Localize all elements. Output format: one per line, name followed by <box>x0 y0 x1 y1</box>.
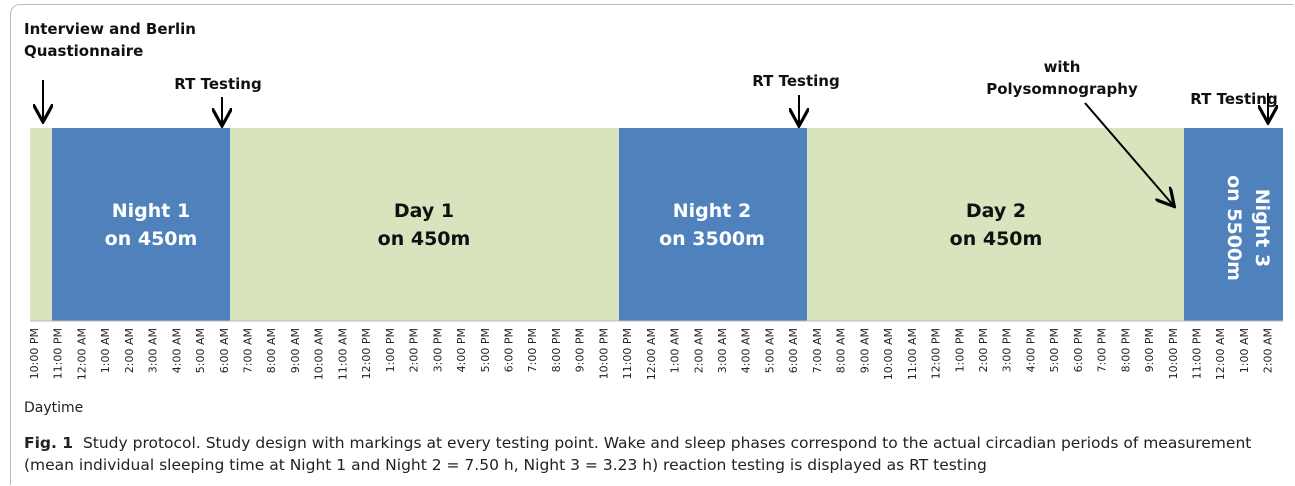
time-label: 7:00 PM <box>1096 328 1109 372</box>
figure-frame <box>10 4 1294 485</box>
annotation: RT Testing <box>752 72 839 90</box>
time-label: 10:00 PM <box>28 328 41 379</box>
annotation: Interview and Berlin <box>24 20 196 38</box>
phase-label: Day 1 <box>394 200 454 222</box>
time-label: 11:00 PM <box>52 328 65 379</box>
time-label: 7:00 PM <box>526 328 539 372</box>
phase <box>52 128 230 321</box>
time-label: 10:00 AM <box>882 328 895 380</box>
time-label: 8:00 AM <box>835 328 848 373</box>
time-label: 5:00 AM <box>763 328 776 373</box>
caption: Fig. 1 Study protocol. Study design with… <box>24 432 1274 476</box>
time-label: 10:00 AM <box>313 328 326 380</box>
time-label: 6:00 PM <box>502 328 515 372</box>
time-label: 10:00 PM <box>597 328 610 379</box>
time-label: 1:00 AM <box>99 328 112 373</box>
time-label: 9:00 PM <box>1143 328 1156 372</box>
time-label: 9:00 PM <box>574 328 587 372</box>
time-label: 11:00 AM <box>906 328 919 380</box>
time-label: 3:00 PM <box>431 328 444 372</box>
time-label: 2:00 PM <box>408 328 421 372</box>
phase-label: on 450m <box>950 228 1043 250</box>
phase <box>619 128 807 321</box>
time-label: 3:00 AM <box>147 328 160 373</box>
time-label: 2:00 PM <box>977 328 990 372</box>
time-label: 5:00 AM <box>194 328 207 373</box>
caption-text: Study protocol. Study design with markin… <box>24 434 1252 474</box>
arrow <box>1084 102 1173 205</box>
time-label: 1:00 AM <box>1238 328 1251 373</box>
time-label: 7:00 AM <box>811 328 824 373</box>
annotation: Quastionnaire <box>24 42 143 60</box>
time-label: 11:00 PM <box>1191 328 1204 379</box>
time-axis: 10:00 PM 11:00 PM 12:00 AM 1:00 AM 2:00 AM 3:… <box>28 328 1275 380</box>
annotation: RT Testing <box>1190 90 1277 108</box>
time-label: 5:00 PM <box>479 328 492 372</box>
phase-label: Night 1 <box>112 200 190 222</box>
phase <box>807 128 1184 321</box>
phase-label: Night 3 <box>1251 189 1273 267</box>
time-label: 2:00 AM <box>123 328 136 373</box>
time-label: 12:00 PM <box>360 328 373 379</box>
time-label: 8:00 PM <box>550 328 563 372</box>
caption-label: Fig. 1 <box>24 434 74 452</box>
time-label: 1:00 PM <box>384 328 397 372</box>
time-label: 12:00 AM <box>645 328 658 380</box>
annotation: Polysomnography <box>986 80 1138 98</box>
time-label: 6:00 PM <box>1072 328 1085 372</box>
phase <box>30 128 52 321</box>
phase-label: Night 2 <box>673 200 751 222</box>
phase-label: Day 2 <box>966 200 1026 222</box>
time-label: 7:00 AM <box>242 328 255 373</box>
phase-label: on 450m <box>105 228 198 250</box>
time-label: 5:00 PM <box>1048 328 1061 372</box>
time-label: 2:00 AM <box>1262 328 1275 373</box>
time-label: 4:00 AM <box>740 328 753 373</box>
time-label: 8:00 AM <box>265 328 278 373</box>
time-label: 11:00 PM <box>621 328 634 379</box>
phase-label: on 5500m <box>1223 175 1245 281</box>
phase <box>1184 128 1283 321</box>
time-label: 3:00 PM <box>1001 328 1014 372</box>
time-label: 1:00 PM <box>953 328 966 372</box>
annotation: RT Testing <box>174 75 261 93</box>
time-label: 12:00 AM <box>75 328 88 380</box>
annotation: with <box>1044 58 1081 76</box>
time-label: 6:00 AM <box>787 328 800 373</box>
time-label: 4:00 PM <box>1024 328 1037 372</box>
time-label: 9:00 AM <box>858 328 871 373</box>
time-label: 1:00 AM <box>669 328 682 373</box>
time-label: 9:00 AM <box>289 328 302 373</box>
time-label: 3:00 AM <box>716 328 729 373</box>
time-label: 12:00 AM <box>1214 328 1227 380</box>
time-label: 2:00 AM <box>692 328 705 373</box>
time-label: 10:00 PM <box>1167 328 1180 379</box>
time-label: 12:00 PM <box>930 328 943 379</box>
phase <box>230 128 619 321</box>
phase-label: on 3500m <box>659 228 765 250</box>
diagram: Interview and Berlin Quastionnaire RT Te… <box>24 20 1283 416</box>
time-label: 4:00 PM <box>455 328 468 372</box>
time-label: 11:00 AM <box>336 328 349 380</box>
time-label: 6:00 AM <box>218 328 231 373</box>
time-label: 4:00 AM <box>170 328 183 373</box>
time-label: 8:00 PM <box>1119 328 1132 372</box>
phase-label: on 450m <box>378 228 471 250</box>
axis-label: Daytime <box>24 400 83 416</box>
